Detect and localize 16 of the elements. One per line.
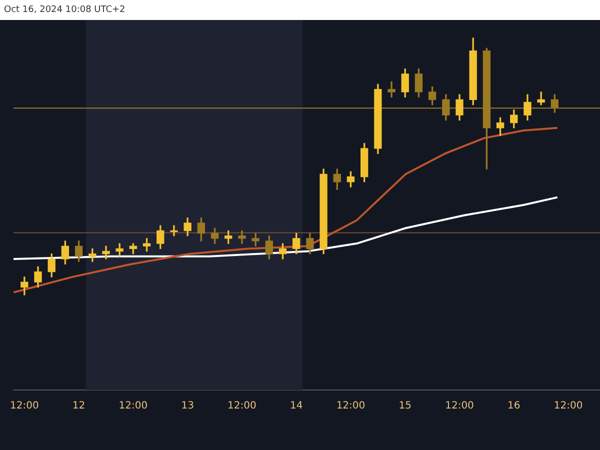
x-tick-label: 12:00 [228,400,256,412]
x-tick-label: 13 [181,400,194,412]
x-tick-label: 12 [72,400,86,412]
x-tick-label: 12:00 [118,400,148,412]
x-tick-label: 15 [398,400,412,412]
candlestick [102,246,110,260]
x-tick-label: 12:00 [445,400,474,412]
candlestick [238,230,246,244]
x-tick-label: 16 [508,400,520,412]
x-tick-label: 14 [290,400,303,412]
x-tick-label: 12:00 [336,400,366,412]
text: Oct 16, 2024 10:08 UTC+2 [4,5,126,15]
x-tick-label: 12:00 [554,400,583,412]
candlestick [388,81,396,98]
x-tick-label: 12:00 [10,400,39,412]
candlestick [170,225,178,236]
